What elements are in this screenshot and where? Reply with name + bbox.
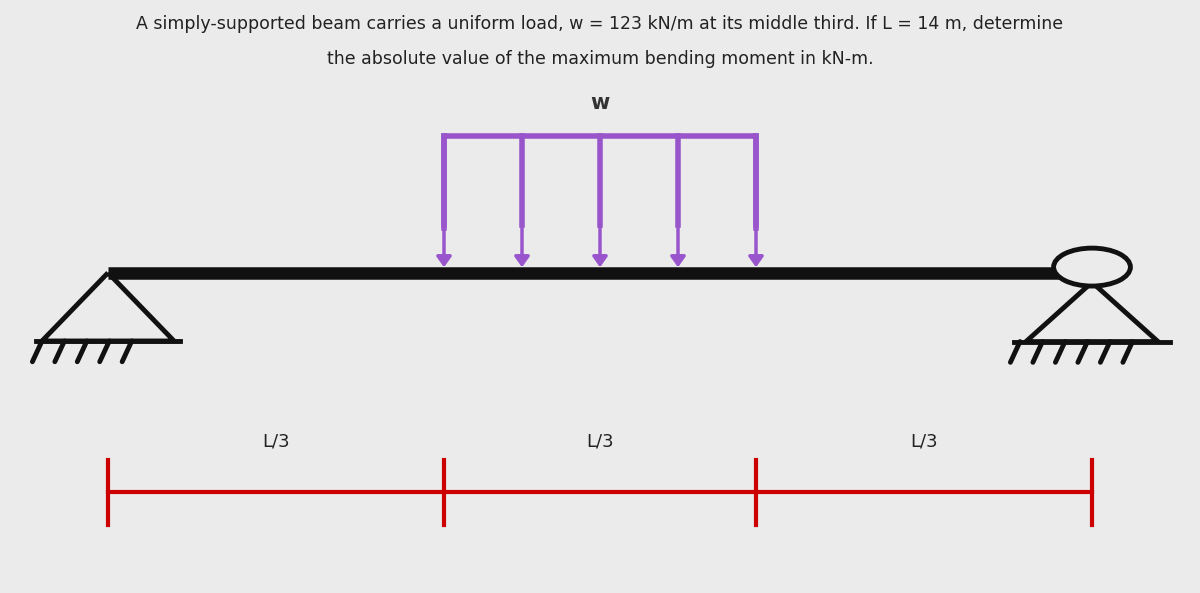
Text: L/3: L/3: [586, 433, 614, 451]
Text: L/3: L/3: [910, 433, 938, 451]
Circle shape: [1054, 248, 1130, 286]
Text: the absolute value of the maximum bending moment in kN-m.: the absolute value of the maximum bendin…: [326, 50, 874, 68]
Text: A simply-supported beam carries a uniform load, w = 123 kN/m at its middle third: A simply-supported beam carries a unifor…: [137, 15, 1063, 33]
Text: w: w: [590, 93, 610, 113]
Text: L/3: L/3: [262, 433, 290, 451]
